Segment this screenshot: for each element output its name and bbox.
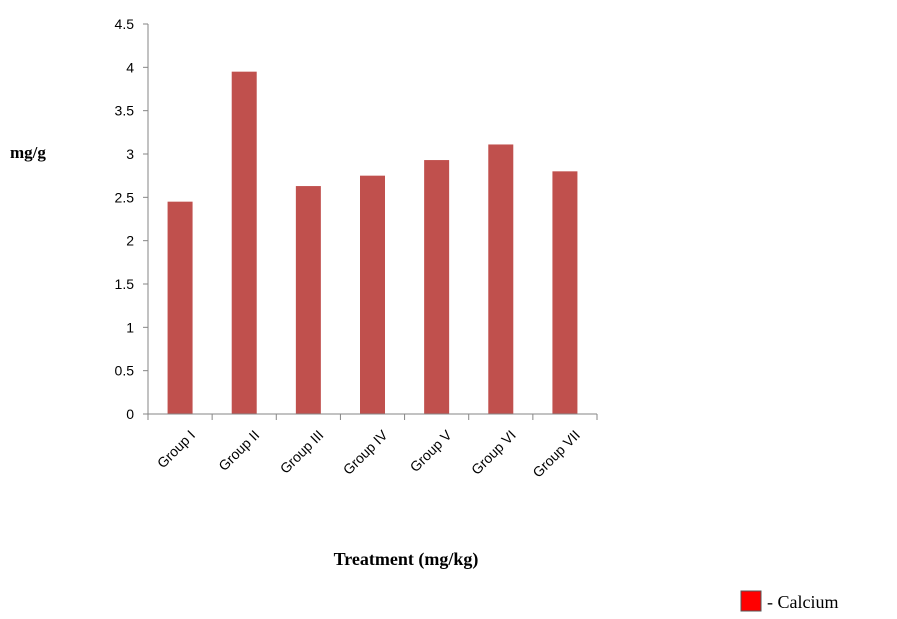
y-tick-label: 3.5 (115, 103, 135, 119)
x-tick-label: Group VII (529, 427, 583, 481)
y-axis-ticks: 0 0.5 1 1.5 2 2.5 3 3.5 4 4.5 (115, 16, 148, 422)
y-tick-label: 2 (126, 233, 134, 249)
x-tick-label: Group V (407, 426, 456, 475)
bar (167, 201, 193, 414)
y-tick-label: 0 (126, 406, 134, 422)
y-tick-label: 4.5 (115, 16, 135, 32)
bar (488, 144, 514, 414)
x-tick-label: Group I (154, 427, 198, 471)
y-tick-label: 2.5 (115, 189, 135, 205)
y-tick-label: 1 (126, 319, 134, 335)
x-axis-label: Treatment (mg/kg) (334, 549, 479, 570)
bar (295, 186, 321, 414)
x-tick-label: Group VI (468, 427, 519, 478)
legend-swatch (740, 590, 762, 612)
y-tick-label: 1.5 (115, 276, 135, 292)
legend-label: - Calcium (767, 592, 838, 612)
bar (231, 71, 257, 415)
x-tick-label: Group II (215, 427, 262, 474)
bar (552, 171, 578, 414)
bar (360, 175, 385, 414)
y-tick-label: 4 (126, 59, 134, 75)
y-tick-label: 0.5 (115, 363, 135, 379)
y-tick-label: 3 (126, 146, 134, 162)
bars (167, 71, 578, 415)
bar (424, 160, 450, 414)
x-tick-label: Group IV (340, 426, 391, 477)
y-axis-label: mg/g (10, 143, 46, 162)
x-tick-label: Group III (277, 427, 327, 477)
